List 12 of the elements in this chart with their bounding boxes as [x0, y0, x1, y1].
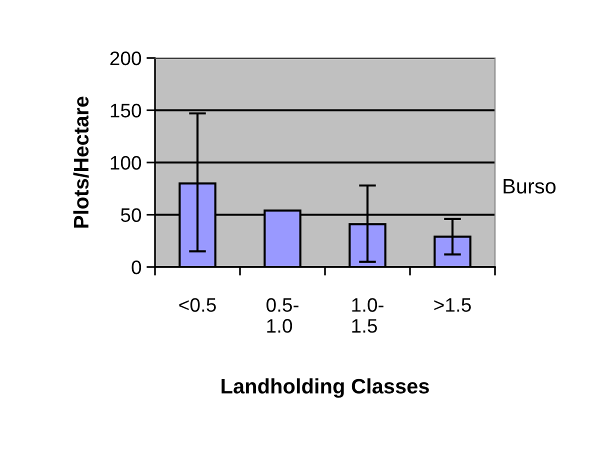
y-tick-label: 150 — [110, 104, 142, 118]
y-tick-label: 200 — [110, 51, 142, 66]
x-tick-label: 0.5- 1.0 — [266, 298, 298, 333]
x-tick-label: 1.0- 1.5 — [352, 298, 384, 333]
y-tick-label: 50 — [120, 208, 142, 222]
x-tick-label: <0.5 — [179, 298, 216, 312]
text: Burso — [504, 179, 556, 194]
x-tick-label: >1.5 — [434, 298, 471, 312]
y-tick-label: 100 — [110, 156, 142, 170]
y-axis-title: Plots/Hectare — [73, 96, 89, 228]
x-axis-title: Landholding Classes — [222, 378, 429, 398]
y-tick-label: 0 — [132, 260, 142, 274]
